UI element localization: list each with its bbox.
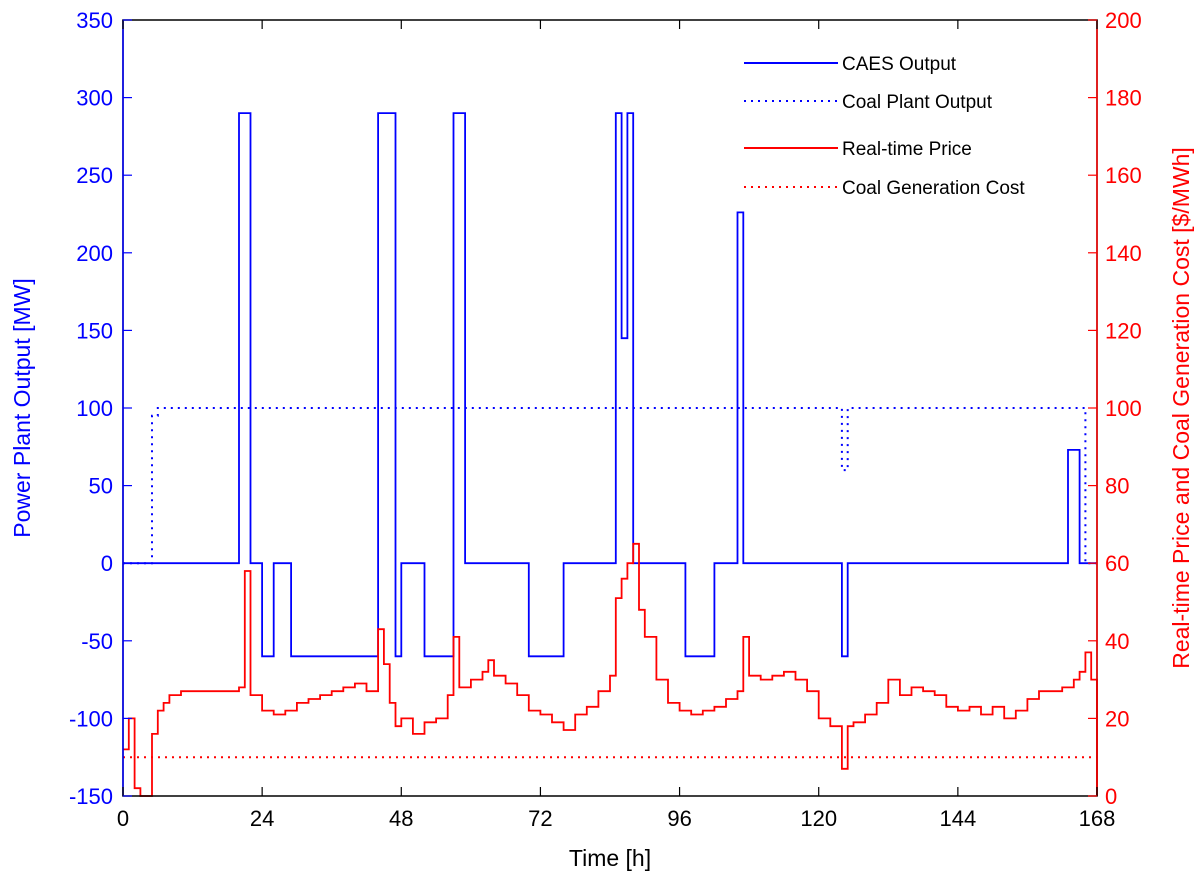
left-tick-label: 100: [76, 396, 113, 421]
left-tick-label: 250: [76, 163, 113, 188]
x-tick-label: 168: [1079, 806, 1116, 831]
series-layer: [123, 112, 1098, 797]
x-tick-label: 0: [117, 806, 129, 831]
ticks-layer: 0 24 48 72 96 120 144 168 -150 -100 -50 0 50 100 150 20…: [69, 8, 1142, 831]
left-tick-label: -50: [81, 629, 113, 654]
left-tick-label: 150: [76, 318, 113, 343]
plot-area: [123, 20, 1097, 796]
right-axis-label: Real-time Price and Coal Generation Cost…: [1168, 147, 1194, 669]
legend-label-caes-output: CAES Output: [842, 54, 957, 75]
right-tick-label: 160: [1105, 163, 1142, 188]
right-tick-label: 80: [1105, 474, 1129, 499]
legend: CAES Output Coal Plant Output Real-time …: [744, 54, 1025, 199]
x-tick-label: 96: [667, 806, 691, 831]
legend-label-real-time-price: Real-time Price: [842, 139, 972, 160]
x-axis-label: Time [h]: [569, 845, 651, 871]
left-tick-label: 200: [76, 241, 113, 266]
right-tick-label: 200: [1105, 8, 1142, 33]
left-tick-label: -100: [69, 706, 113, 731]
right-tick-label: 120: [1105, 318, 1142, 343]
legend-label-coal-generation-cost: Coal Generation Cost: [842, 178, 1025, 199]
left-tick-label: -150: [69, 784, 113, 809]
right-tick-label: 40: [1105, 629, 1129, 654]
x-tick-label: 72: [528, 806, 552, 831]
left-axis-label: Power Plant Output [MW]: [9, 278, 35, 537]
right-tick-label: 140: [1105, 241, 1142, 266]
x-tick-label: 144: [939, 806, 976, 831]
left-tick-label: 350: [76, 8, 113, 33]
right-tick-label: 20: [1105, 706, 1129, 731]
x-tick-label: 48: [389, 806, 413, 831]
left-tick-label: 300: [76, 86, 113, 111]
series-line-real-time-price: [123, 542, 1098, 797]
series-line-caes-output: [123, 112, 1097, 658]
x-tick-label: 120: [800, 806, 837, 831]
right-tick-label: 180: [1105, 86, 1142, 111]
right-tick-label: 0: [1105, 784, 1117, 809]
legend-label-coal-plant-output: Coal Plant Output: [842, 92, 993, 113]
series-line-coal-plant-output: [123, 407, 1097, 565]
left-tick-label: 0: [101, 551, 113, 576]
left-tick-label: 50: [89, 474, 113, 499]
right-tick-label: 100: [1105, 396, 1142, 421]
x-tick-label: 24: [250, 806, 274, 831]
right-tick-label: 60: [1105, 551, 1129, 576]
